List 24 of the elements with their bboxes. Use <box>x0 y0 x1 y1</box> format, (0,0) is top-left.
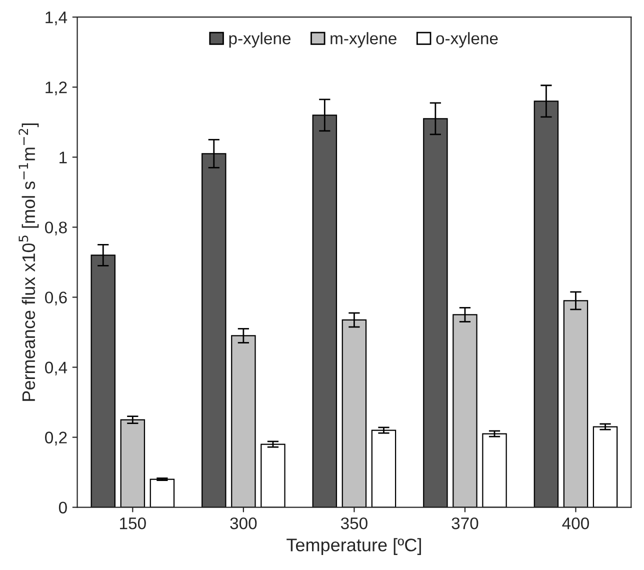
bar <box>150 478 175 508</box>
y-tick-label: 0,4 <box>45 362 68 376</box>
bar <box>482 433 507 508</box>
legend-label: p-xylene <box>229 32 290 48</box>
y-tick-label: 0,8 <box>45 222 67 236</box>
bar <box>592 426 618 508</box>
y-tick-label: 1 <box>60 152 67 164</box>
bar <box>120 419 146 508</box>
x-tick-label: 350 <box>340 517 368 530</box>
x-axis-title: Temperature [ºC] <box>286 538 421 555</box>
x-tick-label: 300 <box>230 517 257 530</box>
bar <box>260 444 286 508</box>
x-tick-label: 150 <box>120 517 146 530</box>
legend-label: o-xylene <box>436 32 498 48</box>
x-tick-label: 400 <box>562 517 589 530</box>
y-tick-label: 0,6 <box>45 292 67 306</box>
y-tick-label: 0 <box>58 502 67 514</box>
y-axis-title: Permeance flux x10$^{5}$ [mol s$^{−1}$m$^{−2}$] <box>18 123 39 401</box>
legend-label: m-xylene <box>330 32 396 48</box>
bar <box>371 430 396 508</box>
y-tick-label: 1,4 <box>46 12 68 26</box>
y-tick-label: 0,2 <box>45 432 67 446</box>
y-tick-label: 1,2 <box>46 82 67 96</box>
x-tick-label: 370 <box>452 517 478 530</box>
